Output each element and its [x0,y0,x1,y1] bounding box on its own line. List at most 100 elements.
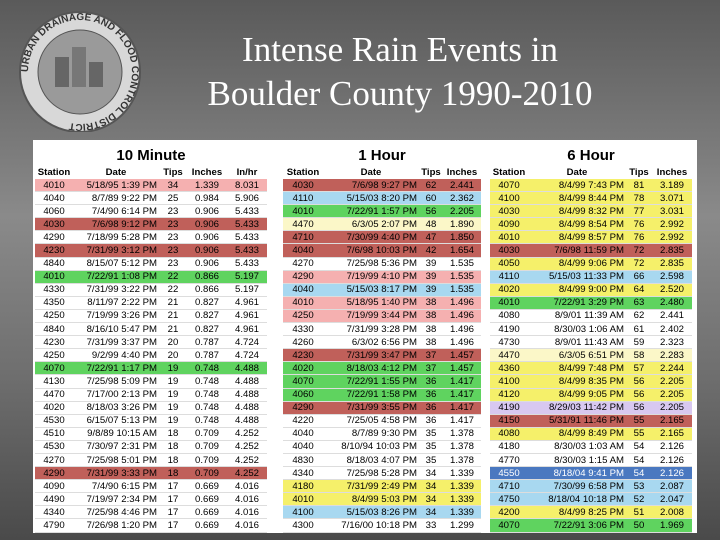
date-cell: 8/4/99 8:35 PM [528,374,626,389]
value-cell: 4750 [490,492,528,507]
value-cell: 4830 [283,453,323,468]
data-row: 4470 6/3/05 6:51 PM 58 2.283 [490,348,693,363]
data-row: 4830 8/18/03 4:07 PM 35 1.378 [283,453,482,468]
date-cell: 8/4/99 8:44 PM [528,191,626,206]
value-cell: 1.535 [443,270,482,284]
value-cell: 4270 [35,453,73,468]
value-cell: 3.031 [652,204,693,219]
column-header: Date [323,166,419,179]
value-cell: 20 [159,348,187,363]
value-cell: 4770 [490,453,528,468]
value-cell: 4010 [283,492,323,507]
value-cell: 4.488 [227,388,268,402]
value-cell: 1.378 [443,427,482,441]
date-cell: 7/25/98 4:46 PM [73,505,159,520]
value-cell: 4060 [283,388,323,402]
date-cell: 8/18/03 4:12 PM [323,361,419,376]
data-row: 4340 7/25/98 4:46 PM 17 0.669 4.016 [35,505,268,520]
value-cell: 0.866 [187,270,227,284]
value-cell: 2.244 [652,361,693,376]
value-cell: 77 [626,204,652,219]
data-row: 4330 7/31/99 3:28 PM 38 1.496 [283,322,482,337]
value-cell: 54 [626,440,652,454]
value-cell: 34 [419,466,443,481]
date-cell: 8/10/94 10:03 PM [323,440,419,454]
value-cell: 5.433 [227,217,268,232]
value-cell: 17 [159,518,187,533]
data-row: 4030 8/4/99 8:32 PM 77 3.031 [490,204,693,219]
value-cell: 4250 [283,309,323,324]
value-cell: 22 [159,283,187,297]
data-row: 4070 8/4/99 7:43 PM 81 3.189 [490,179,693,193]
value-cell: 4080 [490,427,528,441]
value-cell: 4230 [35,243,73,258]
data-row: 4490 7/19/97 2:34 PM 17 0.669 4.016 [35,492,268,507]
value-cell: 1.339 [443,492,482,507]
value-cell: 0.748 [187,401,227,415]
value-cell: 54 [626,466,652,481]
data-row: 4010 5/18/95 1:39 PM 34 1.339 8.031 [35,179,268,193]
value-cell: 4040 [283,427,323,441]
value-cell: 4.961 [227,296,268,310]
data-row: 4840 8/16/10 5:47 PM 21 0.827 4.961 [35,322,268,337]
data-row: 4110 5/15/03 11:33 PM 66 2.598 [490,270,693,284]
data-row: 4230 7/31/99 3:37 PM 20 0.787 4.724 [35,335,268,350]
value-cell: 4080 [490,309,528,324]
value-cell: 4040 [283,440,323,454]
data-row: 4220 7/25/05 4:58 PM 36 1.417 [283,414,482,428]
data-row: 4010 7/22/91 3:29 PM 63 2.480 [490,296,693,310]
data-row: 4510 9/8/89 10:15 AM 18 0.709 4.252 [35,427,268,441]
date-cell: 8/4/99 9:06 PM [528,257,626,271]
value-cell: 4010 [283,204,323,219]
table-title: 1 Hour [283,144,482,166]
value-cell: 64 [626,283,652,297]
column-header: Tips [419,166,443,179]
value-cell: 4050 [490,257,528,271]
value-cell: 55 [626,414,652,428]
data-row: 4110 5/15/03 8:20 PM 60 2.362 [283,191,482,206]
title-line: Intense Rain Events in [242,30,558,69]
value-cell: 21 [159,322,187,337]
value-cell: 4360 [490,361,528,376]
data-row: 4040 7/6/98 10:03 PM 42 1.654 [283,243,482,258]
value-cell: 5.906 [227,191,268,206]
value-cell: 4070 [490,179,528,193]
value-cell: 34 [419,479,443,494]
date-cell: 7/19/97 2:34 PM [73,492,159,507]
value-cell: 1.299 [443,518,482,533]
data-row: 4350 8/11/97 2:22 PM 21 0.827 4.961 [35,296,268,310]
value-cell: 33 [419,518,443,533]
value-cell: 4070 [283,374,323,389]
value-cell: 2.520 [652,283,693,297]
value-cell: 55 [626,427,652,441]
date-cell: 8/4/99 8:25 PM [528,505,626,520]
value-cell: 0.748 [187,388,227,402]
value-cell: 1.417 [443,401,482,415]
value-cell: 4100 [490,374,528,389]
data-row: 4150 5/31/91 11:46 PM 55 2.165 [490,414,693,428]
data-row: 4040 8/7/89 9:30 PM 35 1.378 [283,427,482,441]
value-cell: 81 [626,179,652,193]
value-cell: 39 [419,257,443,271]
value-cell: 4010 [490,296,528,310]
header-row: Station Date Tips Inches [283,166,482,179]
value-cell: 8.031 [227,179,268,193]
value-cell: 4190 [490,322,528,337]
data-row: 4010 7/22/91 1:57 PM 56 2.205 [283,204,482,219]
value-cell: 2.165 [652,427,693,441]
value-cell: 2.283 [652,348,693,363]
data-row: 4180 8/30/03 1:03 AM 54 2.126 [490,440,693,454]
column-header: Date [73,166,159,179]
title-row: 6 Hour [490,144,693,166]
date-cell: 7/22/91 1:57 PM [323,204,419,219]
data-row: 4340 7/25/98 5:28 PM 34 1.339 [283,466,482,481]
date-cell: 8/4/99 5:03 PM [323,492,419,507]
value-cell: 0.709 [187,453,227,468]
value-cell: 4730 [490,335,528,350]
data-row: 4470 7/17/00 2:13 PM 19 0.748 4.488 [35,388,268,402]
value-cell: 1.339 [443,479,482,494]
table-title: 6 Hour [490,144,693,166]
value-cell: 2.835 [652,257,693,271]
data-table: 1 Hour Station Date Tips Inches 4030 7/6/98 9:… [283,144,482,533]
